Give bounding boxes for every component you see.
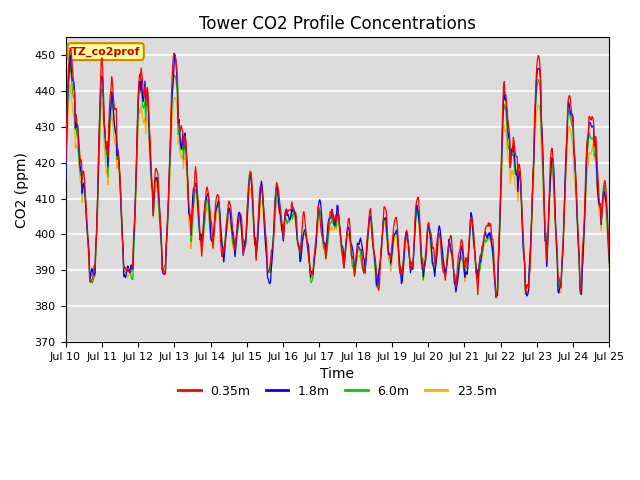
23.5m [66, 82, 74, 88]
Line: 6.0m: 6.0m [65, 64, 609, 294]
6.0m [420, 268, 428, 274]
0.35m [212, 196, 220, 202]
1.8m [66, 52, 74, 58]
0.35m [72, 111, 80, 117]
6.0m [605, 264, 613, 270]
23.5m [420, 271, 428, 276]
Line: 0.35m: 0.35m [65, 48, 609, 298]
1.8m [605, 259, 613, 265]
0.35m [61, 164, 69, 170]
23.5m [61, 191, 69, 197]
1.8m [420, 265, 428, 271]
23.5m [212, 215, 220, 221]
6.0m [493, 291, 500, 297]
1.8m [61, 180, 69, 186]
1.8m [72, 120, 80, 126]
0.35m [66, 45, 74, 51]
23.5m [184, 183, 191, 189]
23.5m [404, 248, 412, 253]
1.8m [128, 265, 136, 271]
6.0m [184, 173, 191, 179]
Text: TZ_co2prof: TZ_co2prof [71, 47, 140, 57]
23.5m [72, 141, 80, 147]
Legend: 0.35m, 1.8m, 6.0m, 23.5m: 0.35m, 1.8m, 6.0m, 23.5m [173, 380, 502, 403]
Line: 1.8m: 1.8m [65, 55, 609, 298]
23.5m [605, 263, 613, 268]
6.0m [66, 61, 74, 67]
0.35m [128, 263, 136, 269]
0.35m [420, 264, 428, 270]
1.8m [184, 168, 191, 174]
Line: 23.5m: 23.5m [65, 85, 609, 294]
6.0m [128, 276, 136, 282]
Y-axis label: CO2 (ppm): CO2 (ppm) [15, 152, 29, 228]
1.8m [212, 206, 220, 212]
0.35m [605, 258, 613, 264]
6.0m [72, 124, 80, 130]
6.0m [61, 175, 69, 181]
0.35m [184, 168, 191, 174]
X-axis label: Time: Time [321, 367, 355, 381]
1.8m [492, 295, 500, 300]
6.0m [212, 208, 220, 214]
0.35m [404, 238, 412, 244]
23.5m [525, 291, 532, 297]
Title: Tower CO2 Profile Concentrations: Tower CO2 Profile Concentrations [199, 15, 476, 33]
0.35m [492, 295, 500, 300]
6.0m [404, 241, 412, 247]
1.8m [404, 240, 412, 246]
23.5m [128, 268, 136, 274]
